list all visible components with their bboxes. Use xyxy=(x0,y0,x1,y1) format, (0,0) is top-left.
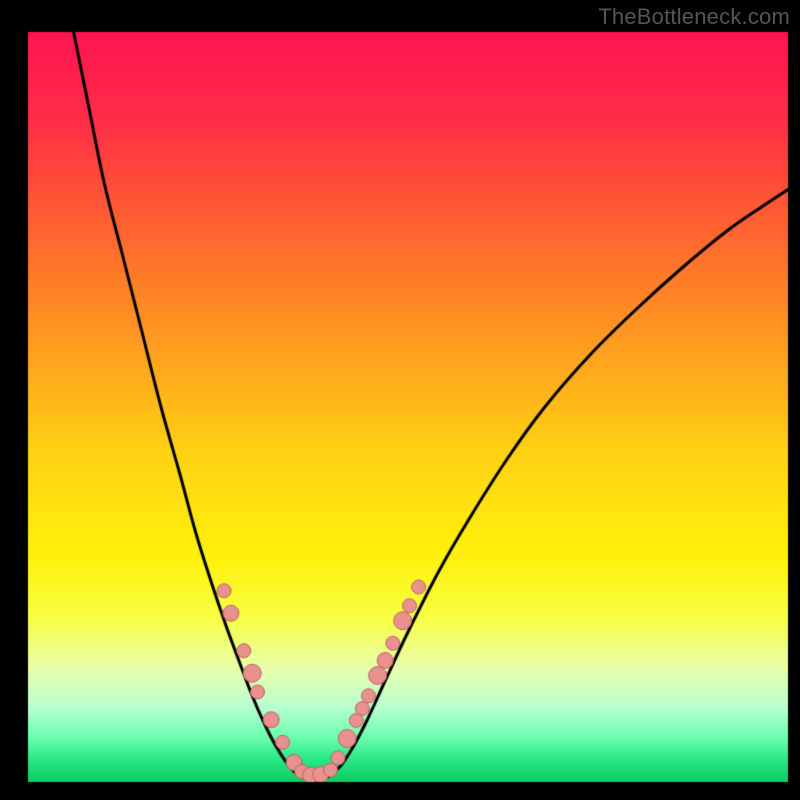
watermark-label: TheBottleneck.com xyxy=(598,4,790,30)
bottleneck-curve-chart xyxy=(0,0,800,800)
chart-container: TheBottleneck.com xyxy=(0,0,800,800)
